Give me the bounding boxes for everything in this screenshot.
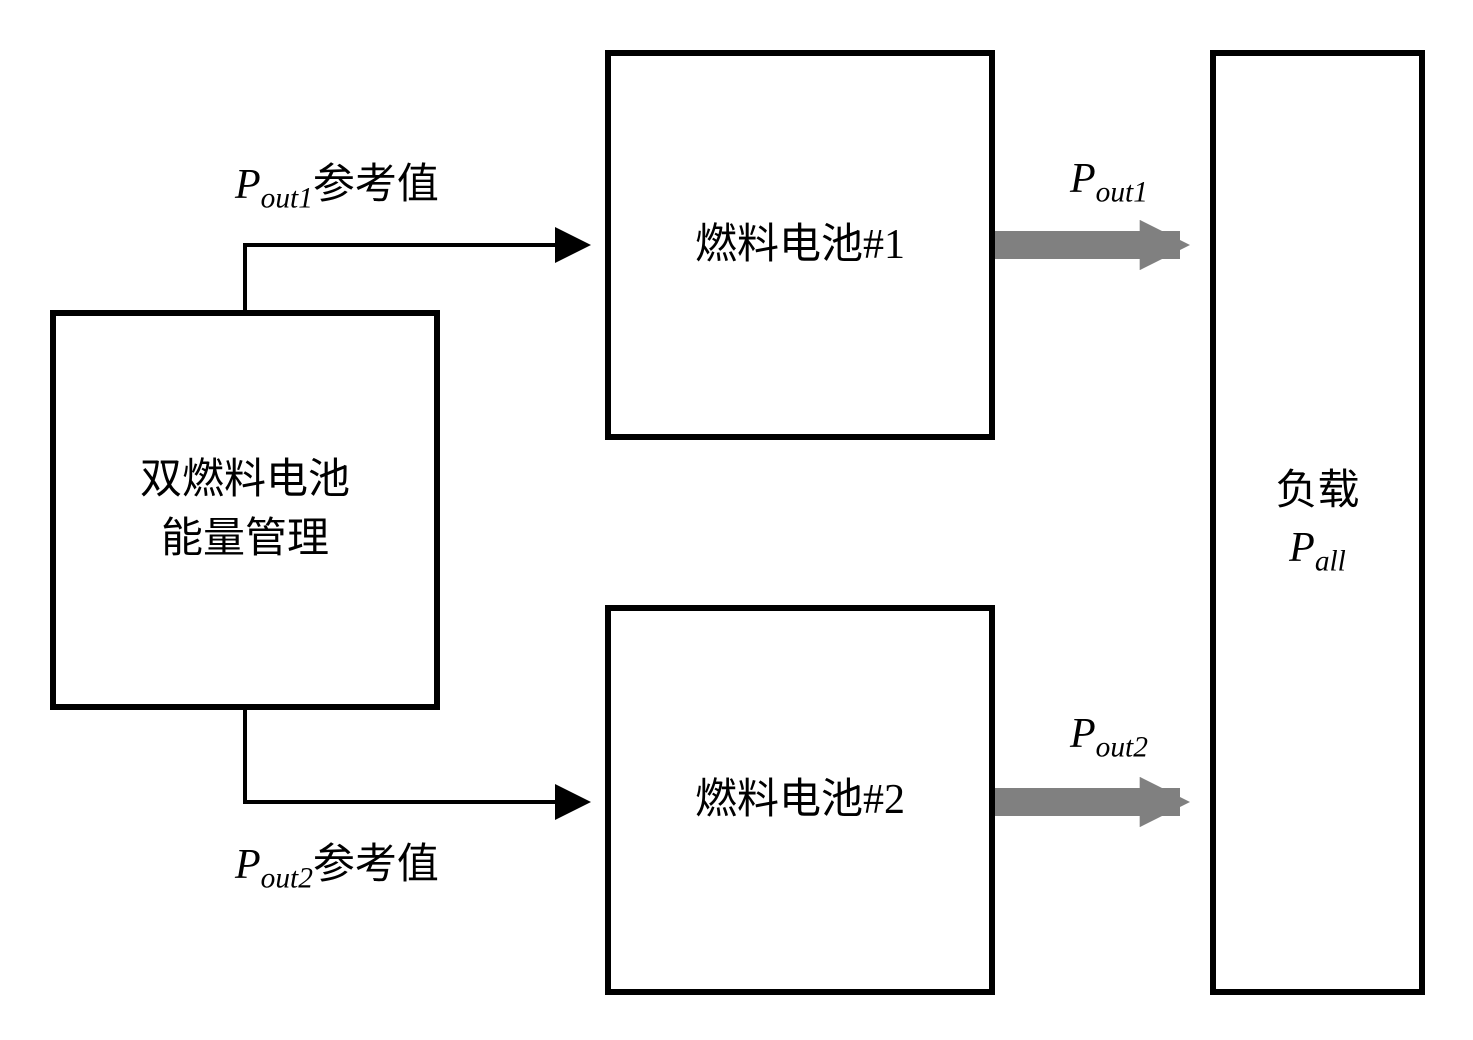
manager-label-line1: 双燃料电池	[140, 451, 350, 510]
out2-label: Pout2	[1070, 710, 1148, 764]
fuelcell1-label: 燃料电池#1	[695, 216, 905, 275]
ref1-label: Pout1参考值	[235, 150, 439, 215]
out2-p: P	[1070, 711, 1096, 757]
ref1-suffix: 参考值	[313, 162, 439, 208]
ref1-arrow	[245, 245, 585, 310]
load-label-line1: 负载	[1275, 463, 1359, 520]
load-p-prefix: P	[1289, 525, 1315, 571]
load-p-sub: all	[1315, 545, 1346, 577]
manager-label-line2: 能量管理	[161, 510, 329, 569]
fuelcell1-box: 燃料电池#1	[605, 50, 995, 440]
out1-sub: out1	[1096, 176, 1148, 208]
ref2-sub: out2	[261, 862, 313, 894]
load-box: 负载 Pall	[1210, 50, 1425, 995]
ref2-suffix: 参考值	[313, 842, 439, 888]
out1-p: P	[1070, 156, 1096, 202]
out1-label: Pout1	[1070, 155, 1148, 209]
manager-box: 双燃料电池 能量管理	[50, 310, 440, 710]
out2-sub: out2	[1096, 731, 1148, 763]
ref2-arrow	[245, 710, 585, 802]
ref2-label: Pout2参考值	[235, 830, 439, 895]
load-p-label: Pall	[1289, 520, 1346, 582]
ref1-sub: out1	[261, 182, 313, 214]
fuelcell2-label: 燃料电池#2	[695, 771, 905, 830]
ref1-p: P	[235, 162, 261, 208]
ref2-p: P	[235, 842, 261, 888]
fuelcell2-box: 燃料电池#2	[605, 605, 995, 995]
